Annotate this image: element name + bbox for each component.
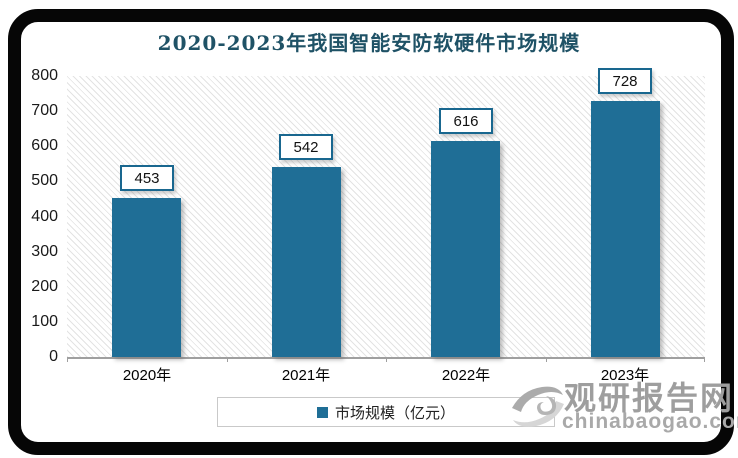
x-axis-tick [227,357,228,362]
x-axis-tick [67,357,68,362]
y-axis-label: 500 [31,172,58,189]
x-axis-labels: 2020年 2021年 2022年 2023年 [67,364,705,384]
plot-area: 453 542 616 728 [67,68,705,362]
x-axis-tick [704,357,705,362]
y-axis-label: 800 [31,67,58,84]
legend-label: 市场规模（亿元） [334,404,455,422]
bar [431,141,500,357]
x-axis-tick [386,357,387,362]
y-axis-label: 0 [49,348,58,365]
x-axis-label: 2021年 [281,367,331,384]
bar [112,198,181,357]
x-axis-tick [546,357,547,362]
legend-marker-icon [316,406,328,418]
bar-value-label: 453 [120,165,174,191]
x-axis-label: 2020年 [122,367,172,384]
bar-value-label: 542 [279,134,333,160]
bar [272,167,341,357]
y-axis-label: 400 [31,208,58,225]
y-axis-label: 200 [31,278,58,295]
y-axis-label: 100 [31,313,58,330]
x-axis-label: 2023年 [600,367,650,384]
y-axis-labels: 800 700 600 500 400 300 200 100 0 [0,67,58,365]
bar [591,101,660,357]
chart-title: 2020-2023年我国智能安防软硬件市场规模 [157,31,581,55]
y-axis-label: 600 [31,137,58,154]
y-axis-label: 300 [31,243,58,260]
legend: 市场规模（亿元） [217,397,555,427]
y-axis-label: 700 [31,102,58,119]
bar-value-label: 616 [439,108,493,134]
x-axis-label: 2022年 [441,367,491,384]
bar-value-label: 728 [598,68,652,94]
